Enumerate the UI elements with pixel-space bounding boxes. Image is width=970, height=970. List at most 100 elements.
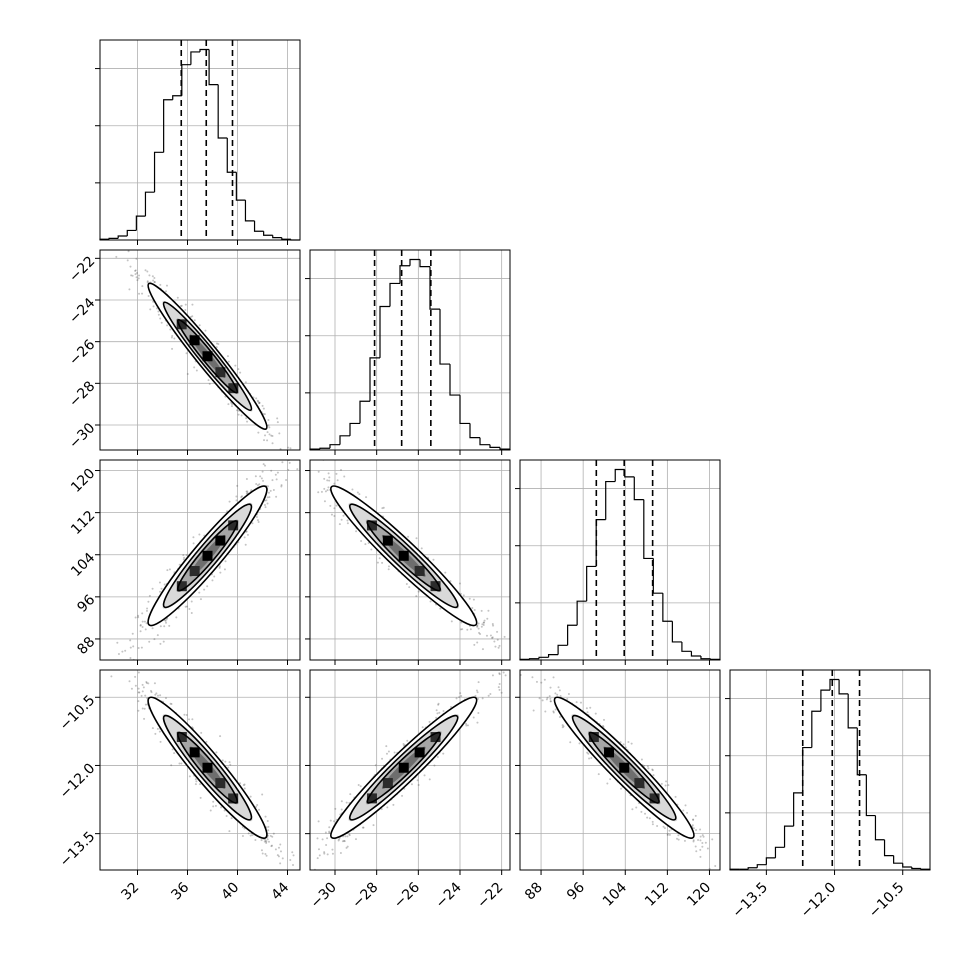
sample-point — [221, 759, 224, 762]
sample-point — [336, 479, 339, 482]
sample-point — [137, 700, 140, 703]
sample-point — [146, 607, 149, 610]
sample-point — [531, 676, 534, 679]
sample-point — [198, 591, 201, 594]
sample-point — [557, 686, 560, 689]
sample-point — [271, 442, 274, 445]
hist-bin — [747, 867, 758, 870]
sample-point — [402, 743, 405, 746]
sample-point — [402, 744, 405, 747]
sample-point — [333, 507, 336, 510]
sample-point — [338, 838, 341, 841]
sample-point — [480, 625, 483, 628]
sample-point — [269, 834, 272, 837]
sample-point — [683, 839, 686, 842]
x-tick-label: −13.5 — [730, 880, 772, 922]
sample-point — [532, 664, 534, 666]
sample-point — [243, 783, 246, 786]
sample-point — [699, 828, 702, 831]
sample-point — [590, 756, 593, 759]
hist-bin — [199, 48, 210, 52]
sample-point — [387, 750, 390, 753]
sample-point — [333, 515, 336, 518]
sample-point — [569, 741, 572, 744]
sample-point — [122, 667, 124, 669]
sample-point — [270, 844, 273, 847]
y-tick-label: −10.5 — [57, 692, 99, 734]
sample-point — [262, 479, 265, 482]
sample-point — [198, 324, 201, 327]
sample-point — [480, 609, 483, 612]
sample-point — [136, 279, 139, 282]
sample-point — [190, 600, 193, 603]
contour-line — [147, 282, 268, 430]
hist-bin — [409, 258, 420, 266]
sample-point — [460, 695, 463, 698]
x-tick-label: −30 — [308, 880, 340, 912]
sample-point — [141, 690, 144, 693]
sample-point — [668, 833, 671, 836]
sample-point — [256, 484, 259, 487]
contour-line — [588, 731, 660, 804]
x-tick-label: 88 — [522, 880, 546, 904]
sample-point — [171, 334, 174, 337]
sample-point — [483, 619, 486, 622]
sample-point — [154, 693, 157, 696]
sample-point — [184, 605, 187, 608]
sample-point — [646, 816, 649, 819]
sample-point — [276, 854, 279, 857]
sample-point — [342, 514, 345, 517]
sample-point — [323, 851, 326, 854]
sample-point — [462, 594, 465, 597]
hist-bin — [153, 151, 164, 193]
sample-point — [289, 881, 291, 883]
sample-point — [265, 840, 268, 843]
sample-point — [121, 650, 124, 653]
sample-point — [168, 624, 171, 627]
sample-point — [188, 775, 191, 778]
sample-point — [129, 639, 132, 642]
sample-point — [442, 709, 445, 712]
sample-point — [137, 277, 140, 280]
sample-point — [246, 533, 249, 536]
sample-point — [157, 310, 160, 313]
sample-point — [134, 675, 137, 678]
hist-bin — [557, 644, 568, 655]
sample-point — [261, 404, 264, 407]
hist-bin — [208, 49, 219, 86]
hist-bin — [226, 137, 237, 173]
sample-point — [138, 274, 141, 277]
sample-point — [137, 614, 140, 617]
sample-point — [206, 585, 209, 588]
sample-point — [192, 542, 195, 545]
sample-point — [139, 666, 141, 668]
sample-point — [188, 718, 191, 721]
sample-point — [651, 820, 654, 823]
density-cell — [176, 581, 187, 592]
sample-point — [498, 673, 501, 676]
sample-point — [442, 752, 445, 755]
contour-line — [177, 318, 238, 394]
sample-point — [300, 487, 302, 489]
sample-point — [139, 624, 142, 627]
sample-point — [279, 862, 282, 865]
sample-point — [549, 697, 552, 700]
sample-point — [498, 644, 501, 647]
sample-point — [153, 281, 156, 284]
sample-point — [212, 800, 215, 803]
sample-point — [622, 743, 625, 746]
sample-point — [159, 625, 162, 628]
hist-bin — [811, 710, 821, 748]
y-tick-label: −22 — [66, 253, 98, 285]
sample-point — [131, 274, 134, 277]
hist-bin — [847, 693, 858, 729]
sample-point — [489, 693, 492, 696]
sample-point — [529, 643, 531, 645]
sample-point — [479, 632, 482, 635]
sample-point — [455, 697, 458, 700]
sample-point — [305, 461, 307, 463]
hist-bin — [643, 499, 654, 560]
sample-point — [261, 852, 264, 855]
sample-point — [274, 848, 277, 851]
sample-point — [367, 542, 370, 545]
